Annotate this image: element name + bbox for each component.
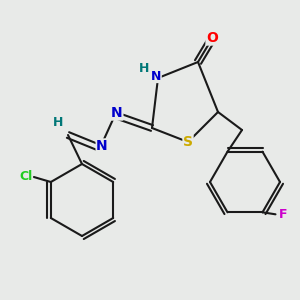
Text: S: S: [183, 135, 193, 149]
Text: N: N: [96, 139, 108, 153]
Text: O: O: [206, 31, 218, 45]
Text: F: F: [279, 208, 288, 221]
Text: N: N: [111, 106, 123, 120]
Text: H: H: [53, 116, 63, 130]
Text: N: N: [151, 70, 161, 83]
Text: Cl: Cl: [19, 170, 32, 184]
Text: H: H: [139, 61, 149, 74]
